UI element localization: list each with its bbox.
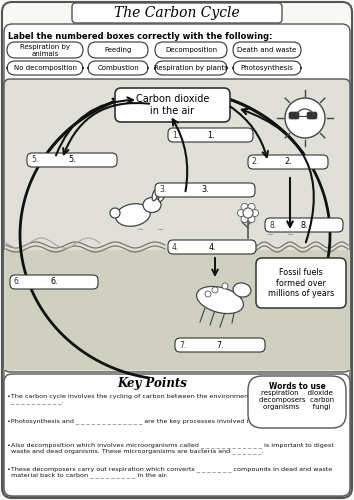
- FancyBboxPatch shape: [7, 61, 83, 75]
- Circle shape: [110, 208, 120, 218]
- Text: 1.: 1.: [207, 130, 214, 140]
- FancyBboxPatch shape: [72, 3, 282, 23]
- Text: No decomposition: No decomposition: [13, 65, 76, 71]
- Text: Fossil fuels
formed over
millions of years: Fossil fuels formed over millions of yea…: [268, 268, 334, 298]
- Text: Photosynthesis: Photosynthesis: [241, 65, 293, 71]
- FancyBboxPatch shape: [248, 376, 346, 428]
- FancyBboxPatch shape: [175, 338, 265, 352]
- Text: 1.: 1.: [172, 130, 179, 140]
- FancyBboxPatch shape: [265, 218, 343, 232]
- Text: Feeding: Feeding: [104, 47, 132, 53]
- Text: •The carbon cycle involves the cycling of carbon between the environment and
  _: •The carbon cycle involves the cycling o…: [7, 394, 265, 406]
- Circle shape: [205, 291, 211, 297]
- Text: $\sim$: $\sim$: [265, 228, 275, 237]
- FancyBboxPatch shape: [4, 24, 350, 496]
- FancyBboxPatch shape: [168, 240, 256, 254]
- Text: 2.: 2.: [252, 158, 259, 166]
- Text: 5.: 5.: [31, 156, 38, 164]
- FancyBboxPatch shape: [155, 61, 227, 75]
- Circle shape: [222, 283, 228, 289]
- Text: 8.: 8.: [300, 220, 308, 230]
- Text: Carbon dioxide
in the air: Carbon dioxide in the air: [136, 94, 209, 116]
- Circle shape: [241, 216, 248, 222]
- FancyBboxPatch shape: [233, 61, 301, 75]
- Text: 5.: 5.: [68, 156, 76, 164]
- Text: Combustion: Combustion: [97, 65, 139, 71]
- Circle shape: [248, 204, 255, 210]
- Circle shape: [212, 287, 218, 293]
- FancyBboxPatch shape: [7, 42, 83, 58]
- Circle shape: [243, 208, 253, 218]
- Text: respiration    dioxide
decomposers  carbon
organisms      fungi: respiration dioxide decomposers carbon o…: [259, 390, 335, 410]
- FancyBboxPatch shape: [88, 61, 148, 75]
- Text: The Carbon Cycle: The Carbon Cycle: [114, 6, 240, 20]
- Text: Key Points: Key Points: [117, 378, 187, 390]
- Text: 3.: 3.: [201, 186, 209, 194]
- Text: Respiration by plants: Respiration by plants: [154, 65, 228, 71]
- Text: •Also decomposition which involves microorganisms called _ _ _ _ _ _ _ _ _ _ _ _: •Also decomposition which involves micro…: [7, 442, 334, 454]
- FancyBboxPatch shape: [307, 112, 317, 119]
- Text: 8.: 8.: [269, 220, 276, 230]
- Text: 6.: 6.: [50, 278, 58, 286]
- Text: $\sim$: $\sim$: [135, 224, 145, 232]
- Text: Label the numbered boxes correctly with the following:: Label the numbered boxes correctly with …: [8, 32, 273, 41]
- Text: $\sim$: $\sim$: [155, 224, 165, 232]
- Text: •Photosynthesis and _ _ _ _ _ _ _ _ _ _ _ _ _ are the key processes involved in : •Photosynthesis and _ _ _ _ _ _ _ _ _ _ …: [7, 418, 286, 424]
- FancyBboxPatch shape: [27, 153, 117, 167]
- FancyBboxPatch shape: [88, 42, 148, 58]
- Text: 6.: 6.: [14, 278, 21, 286]
- Text: 7.: 7.: [179, 340, 186, 349]
- Text: Decomposition: Decomposition: [165, 47, 217, 53]
- FancyBboxPatch shape: [233, 42, 301, 58]
- FancyBboxPatch shape: [115, 88, 230, 122]
- FancyBboxPatch shape: [248, 155, 328, 169]
- Circle shape: [251, 210, 258, 216]
- Ellipse shape: [196, 286, 244, 314]
- Text: •These decomposers carry out respiration which converts _ _ _ _ _ _ _ compounds : •These decomposers carry out respiration…: [7, 466, 332, 478]
- Circle shape: [241, 204, 248, 210]
- FancyBboxPatch shape: [256, 258, 346, 308]
- Circle shape: [248, 216, 255, 222]
- Polygon shape: [4, 250, 350, 370]
- Text: 3.: 3.: [159, 186, 166, 194]
- Text: Words to use: Words to use: [269, 382, 325, 391]
- Text: 7.: 7.: [216, 340, 224, 349]
- Ellipse shape: [159, 190, 165, 202]
- FancyBboxPatch shape: [4, 79, 350, 372]
- Text: 4.: 4.: [172, 242, 179, 252]
- Circle shape: [285, 98, 325, 138]
- Text: Respiration by
animals: Respiration by animals: [20, 44, 70, 57]
- Ellipse shape: [152, 189, 158, 201]
- Ellipse shape: [233, 283, 251, 297]
- FancyBboxPatch shape: [4, 374, 350, 496]
- Ellipse shape: [143, 198, 161, 212]
- Circle shape: [238, 210, 245, 216]
- Text: $\sim$: $\sim$: [285, 228, 295, 237]
- Text: 2.: 2.: [284, 158, 292, 166]
- FancyBboxPatch shape: [168, 128, 253, 142]
- FancyBboxPatch shape: [155, 183, 255, 197]
- Ellipse shape: [116, 204, 150, 227]
- Text: Death and waste: Death and waste: [238, 47, 297, 53]
- FancyBboxPatch shape: [289, 112, 299, 119]
- Text: 4.: 4.: [208, 242, 216, 252]
- FancyBboxPatch shape: [10, 275, 98, 289]
- FancyBboxPatch shape: [155, 42, 227, 58]
